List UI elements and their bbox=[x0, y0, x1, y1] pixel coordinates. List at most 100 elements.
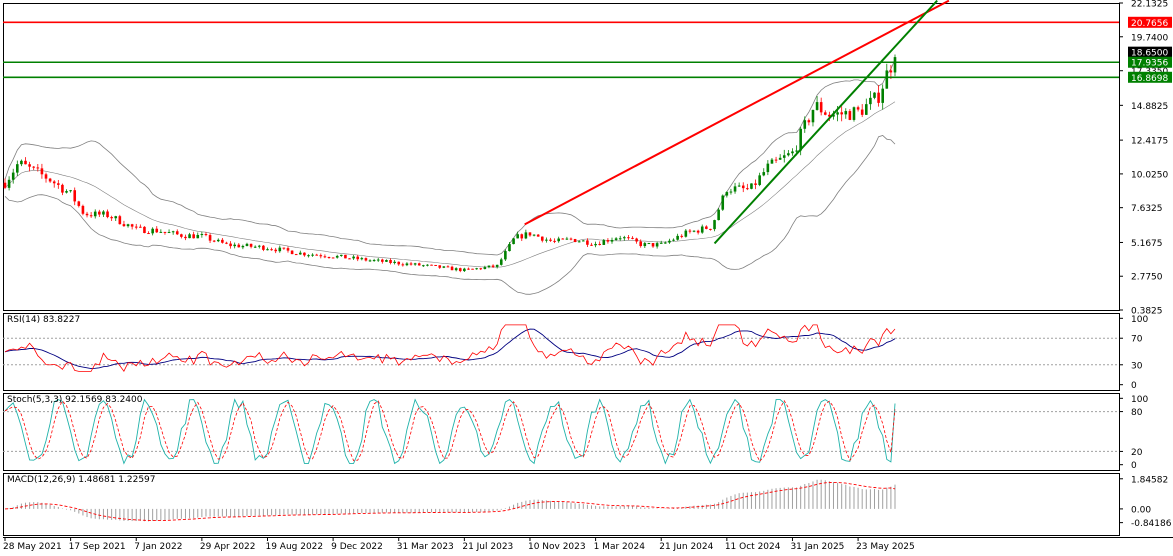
candle-body bbox=[368, 260, 372, 262]
candle-body bbox=[356, 256, 360, 260]
candle-body bbox=[807, 120, 811, 123]
candle-body bbox=[770, 159, 774, 164]
candle-body bbox=[69, 190, 72, 192]
candle-body bbox=[577, 241, 581, 243]
candle-body bbox=[315, 254, 319, 256]
candle-body bbox=[873, 92, 876, 98]
candle-body bbox=[569, 238, 573, 240]
candle-body bbox=[852, 107, 856, 120]
candle-body bbox=[729, 191, 733, 193]
candle-body bbox=[664, 242, 667, 244]
macd-title: MACD(12,26,9) 1.48681 1.22597 bbox=[7, 475, 156, 485]
stoch-title: Stoch(5,3,3) 92.1569 83.2400 bbox=[7, 395, 143, 405]
bollinger-middle bbox=[4, 101, 896, 268]
candle-body bbox=[893, 57, 897, 73]
candle-body bbox=[11, 172, 15, 180]
candle-body bbox=[20, 160, 23, 165]
candle-body bbox=[204, 234, 208, 236]
candle-body bbox=[7, 179, 11, 188]
x-tick-label: 19 Aug 2022 bbox=[265, 542, 323, 552]
candle-body bbox=[803, 120, 807, 129]
price-tick-label: 14.8825 bbox=[1131, 102, 1168, 112]
candle-body bbox=[545, 239, 548, 241]
candle-body bbox=[381, 259, 384, 262]
candle-body bbox=[175, 231, 179, 235]
candle-body bbox=[532, 234, 536, 236]
candle-body bbox=[430, 264, 433, 266]
candle-body bbox=[692, 230, 696, 232]
candle-body bbox=[516, 234, 519, 239]
candle-body bbox=[856, 107, 860, 110]
candle-body bbox=[372, 260, 376, 262]
candle-body bbox=[791, 151, 794, 154]
candle-body bbox=[446, 266, 450, 268]
candle-body bbox=[200, 234, 204, 236]
candle-body bbox=[815, 102, 819, 110]
bollinger-upper bbox=[4, 59, 896, 256]
candle-body bbox=[631, 237, 634, 239]
candle-body bbox=[93, 211, 97, 217]
candle-body bbox=[520, 234, 524, 239]
candle-body bbox=[278, 247, 282, 252]
x-tick-label: 9 Dec 2022 bbox=[331, 542, 383, 552]
x-tick-label: 7 Jan 2022 bbox=[134, 542, 182, 552]
candle-body bbox=[323, 256, 327, 258]
price-tick-label: 0.3825 bbox=[1131, 307, 1163, 317]
candle-body bbox=[549, 239, 552, 241]
candle-body bbox=[188, 234, 191, 239]
candle-body bbox=[393, 261, 396, 264]
candle-body bbox=[889, 70, 893, 73]
candle-body bbox=[65, 191, 68, 193]
candle-body bbox=[754, 183, 757, 185]
candle-body bbox=[586, 240, 589, 245]
candle-body bbox=[561, 238, 565, 240]
candle-body bbox=[774, 159, 778, 161]
candle-body bbox=[290, 250, 294, 255]
price-tick-label: 12.4175 bbox=[1131, 137, 1168, 147]
price-tick-label: 10.0250 bbox=[1131, 170, 1168, 180]
candle-body bbox=[286, 248, 290, 251]
candle-body bbox=[245, 243, 249, 246]
x-tick-label: 29 Apr 2022 bbox=[200, 542, 256, 552]
candle-body bbox=[479, 268, 483, 270]
candle-body bbox=[40, 168, 44, 175]
macd-tick-label: 1.84582 bbox=[1131, 475, 1168, 485]
candle-body bbox=[721, 195, 725, 210]
candle-body bbox=[438, 265, 442, 268]
candle-body bbox=[672, 239, 675, 241]
candle-body bbox=[627, 237, 630, 239]
panel-frame-macd bbox=[3, 473, 1120, 536]
rsi-signal-line bbox=[4, 328, 896, 370]
candle-body bbox=[409, 263, 413, 265]
candle-body bbox=[565, 238, 569, 240]
candle-body bbox=[647, 243, 651, 245]
candle-body bbox=[655, 243, 659, 247]
candle-body bbox=[212, 240, 216, 242]
support-trendline bbox=[713, 0, 938, 245]
candle-body bbox=[540, 236, 544, 241]
candle-body bbox=[270, 249, 273, 251]
candle-body bbox=[483, 267, 487, 270]
candle-body bbox=[668, 240, 671, 243]
price-label: 17.9356 bbox=[1131, 59, 1168, 69]
candle-body bbox=[659, 242, 663, 244]
candle-body bbox=[147, 233, 150, 235]
candle-body bbox=[376, 259, 380, 261]
candle-body bbox=[417, 263, 421, 266]
candle-body bbox=[573, 239, 577, 242]
candle-body bbox=[623, 237, 626, 239]
resistance-trendline bbox=[524, 0, 950, 226]
x-tick-label: 21 Jul 2023 bbox=[462, 542, 513, 552]
candle-body bbox=[344, 254, 347, 259]
rsi-tick-label: 100 bbox=[1131, 315, 1148, 325]
candle-body bbox=[676, 235, 679, 240]
candle-body bbox=[397, 261, 401, 265]
candle-body bbox=[499, 259, 503, 265]
candle-body bbox=[614, 238, 618, 240]
candle-body bbox=[434, 264, 437, 266]
candle-body bbox=[85, 213, 89, 216]
candle-body bbox=[643, 243, 647, 247]
stoch-main-line bbox=[4, 398, 896, 465]
candle-body bbox=[504, 251, 507, 260]
candle-body bbox=[401, 264, 405, 266]
